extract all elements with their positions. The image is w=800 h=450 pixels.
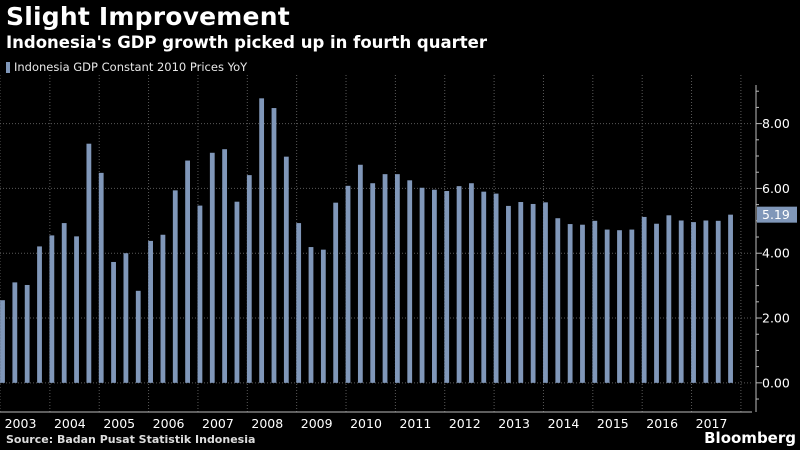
bar [37, 246, 42, 383]
x-tick-label: 2011 [399, 416, 431, 431]
x-tick-label: 2009 [301, 416, 333, 431]
bar [543, 202, 548, 383]
bar [691, 222, 696, 383]
bar [419, 187, 425, 383]
y-tick-label: 6.00 [762, 181, 790, 196]
bar [555, 218, 561, 383]
bar [580, 224, 585, 383]
bar [518, 202, 524, 383]
legend-label: Indonesia GDP Constant 2010 Prices YoY [14, 60, 248, 74]
x-tick-label: 2017 [696, 416, 728, 431]
bar [641, 216, 647, 383]
bar [444, 191, 450, 383]
bar [728, 214, 733, 383]
bar [259, 98, 265, 383]
last-value-label: 5.19 [762, 207, 790, 222]
chart-subtitle: Indonesia's GDP growth picked up in four… [6, 33, 487, 52]
x-tick-label: 2010 [350, 416, 382, 431]
bar [407, 180, 413, 383]
y-tick-label: 8.00 [762, 116, 790, 131]
bar [481, 191, 487, 383]
last-value-box [757, 206, 797, 223]
bar [617, 230, 622, 383]
bar [333, 202, 339, 383]
y-tick-label: 2.00 [762, 311, 790, 326]
x-tick-label: 2004 [54, 416, 86, 431]
bar [654, 223, 659, 383]
bar [456, 186, 462, 383]
source-note: Source: Badan Pusat Statistik Indonesia [6, 433, 256, 446]
legend: Indonesia GDP Constant 2010 Prices YoY [6, 60, 247, 74]
bar [604, 229, 610, 383]
bar [98, 172, 104, 383]
bar [678, 220, 684, 383]
x-tick-label: 2015 [597, 416, 629, 431]
bar [271, 108, 277, 383]
bar [345, 185, 351, 383]
x-tick-label: 2005 [103, 416, 135, 431]
x-tick-label: 2016 [646, 416, 678, 431]
bar [469, 183, 474, 383]
bar [530, 203, 536, 383]
x-tick-label: 2012 [449, 416, 481, 431]
bar [432, 189, 437, 383]
bar [382, 174, 388, 383]
x-tick-label: 2003 [5, 416, 37, 431]
bar [592, 220, 598, 383]
bar [370, 183, 376, 383]
x-tick-label: 2007 [202, 416, 234, 431]
bar [493, 193, 499, 383]
bar [320, 249, 326, 383]
bar [357, 164, 363, 383]
bar [12, 282, 18, 383]
bar [715, 220, 721, 383]
bar [0, 300, 5, 383]
bar [61, 223, 67, 383]
bar [308, 247, 314, 383]
bar [148, 240, 153, 383]
bar [222, 149, 228, 383]
bar [197, 205, 203, 383]
bar [506, 205, 511, 383]
y-tick-label: 4.00 [762, 246, 790, 261]
bar [185, 160, 190, 383]
chart-title: Slight Improvement [6, 2, 290, 31]
bar [394, 174, 400, 383]
bloomberg-logo: Bloomberg [704, 429, 796, 447]
bar [296, 223, 302, 383]
y-tick-label: 0.00 [762, 375, 790, 390]
x-tick-label: 2006 [153, 416, 185, 431]
bar [209, 152, 215, 383]
bar [703, 220, 709, 383]
bar [172, 190, 178, 383]
bar [160, 234, 166, 383]
bar [567, 224, 573, 383]
bar [86, 143, 92, 383]
bar [283, 156, 289, 383]
bar [24, 284, 30, 383]
legend-swatch [6, 61, 10, 73]
bar [123, 253, 129, 383]
bar [111, 261, 116, 383]
bar [666, 215, 672, 383]
x-tick-label: 2008 [251, 416, 283, 431]
bar [246, 175, 252, 383]
x-tick-label: 2013 [498, 416, 530, 431]
x-tick-label: 2014 [548, 416, 580, 431]
bar [629, 229, 635, 383]
bar [49, 235, 55, 383]
bar [135, 290, 141, 383]
bar [74, 236, 79, 383]
bar [234, 201, 240, 383]
